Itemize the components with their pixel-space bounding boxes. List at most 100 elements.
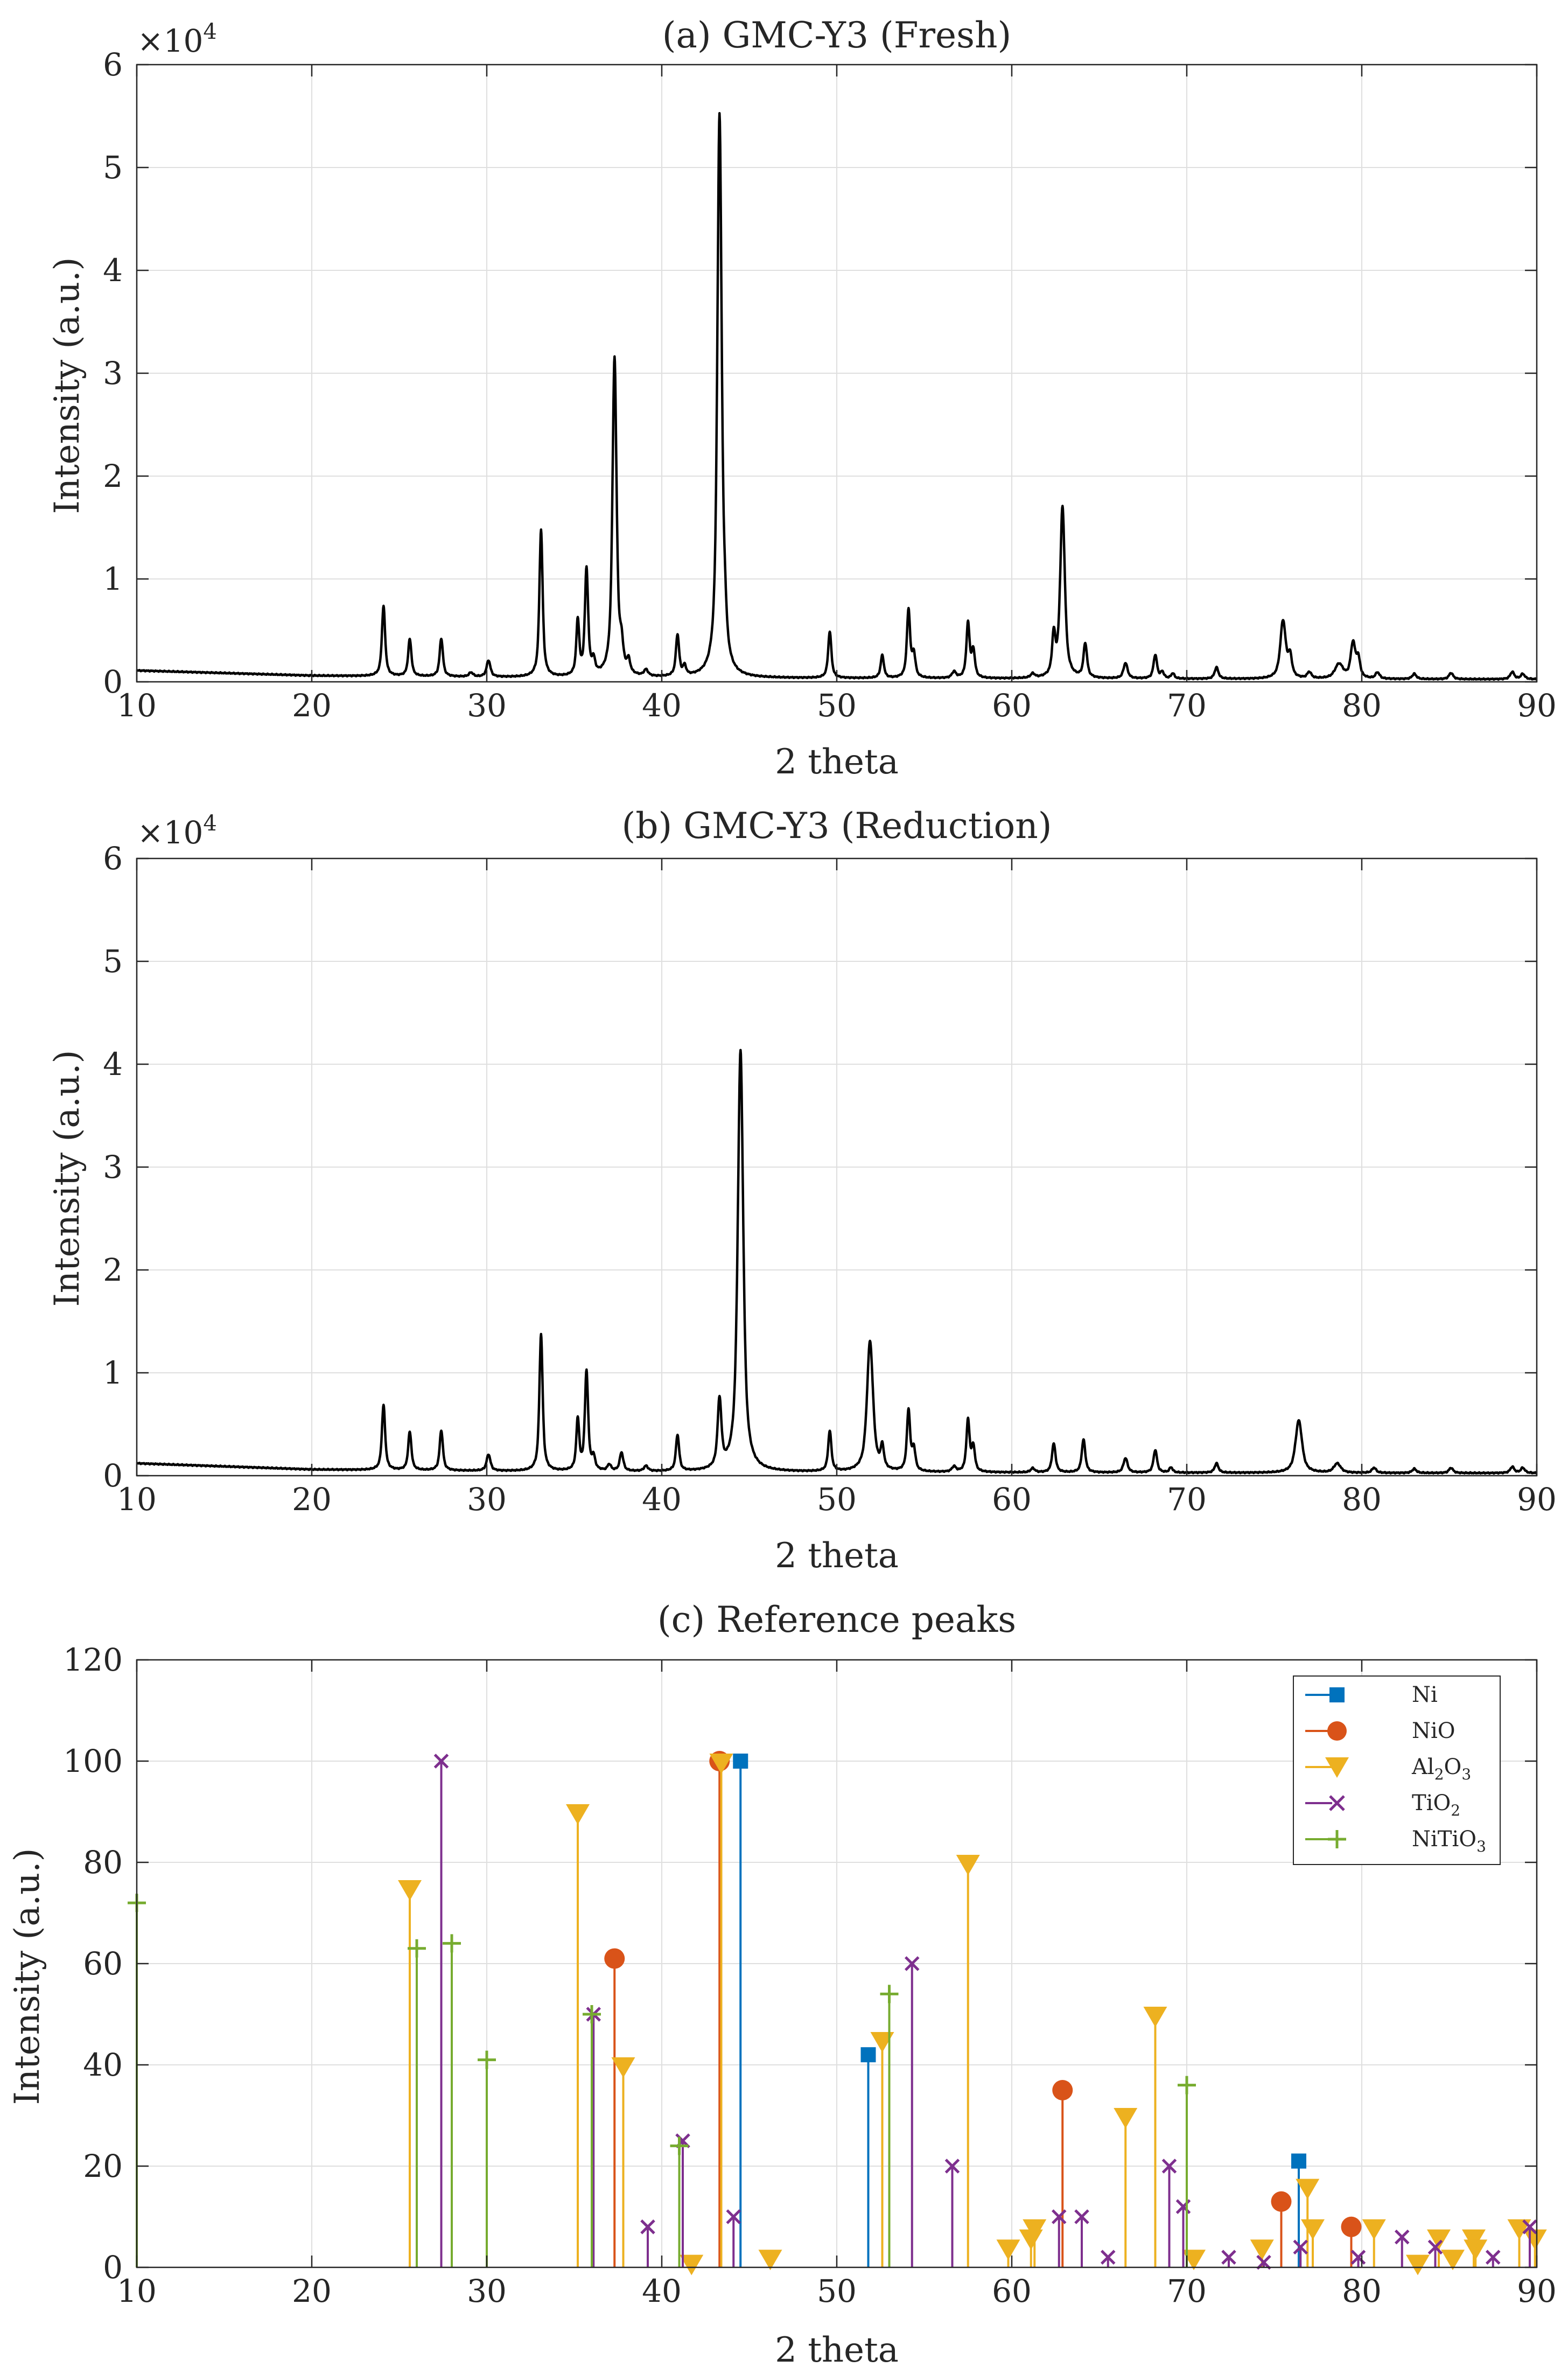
triangle-down-marker-icon [1325,1757,1349,1778]
y-tick-label: 5 [103,943,123,980]
legend-label: Al2O3 [1411,1755,1471,1783]
x-marker [1394,2229,1410,2245]
x-tick-label: 70 [1167,2273,1207,2309]
x-tick-label: 40 [642,2273,682,2309]
triangle-marker [1441,2250,1465,2271]
y-axis-multiplier: ×104 [137,811,217,851]
triangle-marker [680,2254,704,2275]
legend-item-al2o3: Al2O3 [1305,1755,1471,1783]
y-axis-label: Intensity (a.u.) [47,257,87,514]
x-tick-label: 10 [117,687,157,724]
legend-label: Ni [1412,1682,1438,1707]
y-tick-labels: 0 20 40 60 80 100 120 [63,1642,123,2286]
chart-title: (c) Reference peaks [657,1599,1016,1640]
chart-panel-fresh: (a) GMC-Y3 (Fresh) ×104 10 20 30 40 50 60 70 80… [47,15,1557,782]
legend-item-ni: Ni [1305,1682,1438,1707]
y-tick-label: 6 [103,840,123,877]
x-tick-label: 80 [1342,2273,1382,2309]
x-tick-label: 60 [992,1481,1032,1518]
x-tick-label: 80 [1342,1481,1382,1518]
y-tick-label: 40 [83,2047,123,2083]
x-marker [1161,2159,1177,2174]
legend-label: NiTiO3 [1412,1827,1486,1855]
x-tick-label: 10 [117,2273,157,2309]
y-tick-label: 0 [103,2249,123,2286]
triangle-marker [1427,2229,1451,2250]
y-tick-label: 2 [103,458,123,494]
square-marker [860,2047,876,2063]
triangle-marker [1296,2179,1320,2200]
x-tick-label: 40 [642,1481,682,1518]
square-marker [1291,2153,1306,2169]
plus-marker [670,2136,689,2155]
y-tick-label: 120 [63,1642,123,1678]
x-marker [1485,2250,1501,2265]
y-tick-label: 6 [103,46,123,83]
y-tick-label: 100 [63,1743,123,1779]
x-tick-label: 70 [1167,1481,1207,1518]
plus-marker [880,1985,899,2003]
x-axis-label: 2 theta [775,742,899,782]
legend-label: NiO [1412,1719,1455,1743]
triangle-marker [1406,2254,1430,2275]
legend-box [1293,1675,1501,1865]
x-tick-label: 30 [467,1481,507,1518]
triangle-marker [1507,2219,1531,2240]
x-tick-label: 90 [1517,1481,1557,1518]
plus-marker [1178,2076,1196,2094]
triangle-marker [1023,2219,1047,2240]
chart-panel-reduction: (b) GMC-Y3 (Reduction) ×104 10 20 30 40 50 60… [47,805,1557,1576]
legend-item-tio2: TiO2 [1305,1791,1460,1819]
triangle-marker [956,1855,980,1875]
x-marker [1350,2250,1366,2265]
plus-marker [443,1934,461,1953]
y-tick-label: 0 [103,664,123,700]
y-axis-label: Intensity (a.u.) [8,1848,47,2105]
x-marker [433,1754,449,1769]
legend-label: TiO2 [1412,1791,1460,1819]
x-tick-labels: 10 20 30 40 50 60 70 80 90 [117,1481,1557,1518]
triangle-marker [611,2057,635,2078]
series-tio2 [433,1754,1537,2270]
triangle-marker [1143,2007,1167,2027]
square-marker-icon [1329,1687,1345,1702]
triangle-marker [1114,2108,1138,2128]
x-tick-label: 20 [292,687,332,724]
x-tick-label: 10 [117,1481,157,1518]
y-axis-label: Intensity (a.u.) [47,1050,87,1307]
triangle-marker [709,1754,733,1774]
triangle-marker [398,1880,422,1901]
x-tick-label: 90 [1517,687,1557,724]
x-tick-labels: 10 20 30 40 50 60 70 80 90 [117,2273,1557,2309]
y-tick-label: 60 [83,1945,123,1982]
circle-marker [1341,2216,1362,2237]
x-tick-label: 70 [1167,687,1207,724]
triangle-marker [758,2250,782,2271]
x-marker [1293,2239,1308,2255]
x-marker [1522,2219,1537,2235]
x-marker [1256,2254,1271,2270]
x-tick-label: 50 [817,1481,857,1518]
x-marker [1221,2250,1236,2265]
x-tick-label: 50 [817,2273,857,2309]
plot-frame [136,857,1538,1477]
x-tick-label: 30 [467,2273,507,2309]
y-tick-label: 5 [103,149,123,186]
x-marker [1051,2209,1067,2224]
y-tick-label: 80 [83,1844,123,1881]
plus-marker [478,2050,496,2069]
triangle-marker [1301,2219,1325,2240]
x-marker [640,2219,655,2235]
triangle-marker [1362,2219,1386,2240]
y-tick-label: 3 [103,355,123,392]
x-marker-icon [1329,1795,1345,1811]
plot-frame [136,64,1538,683]
x-tick-label: 20 [292,2273,332,2309]
x-tick-label: 80 [1342,687,1382,724]
y-tick-label: 4 [103,1046,123,1083]
chart-title: (a) GMC-Y3 (Fresh) [662,15,1012,56]
chart-title: (b) GMC-Y3 (Reduction) [622,805,1052,847]
plot-frame [136,1659,1538,2268]
circle-marker-icon [1327,1721,1347,1741]
